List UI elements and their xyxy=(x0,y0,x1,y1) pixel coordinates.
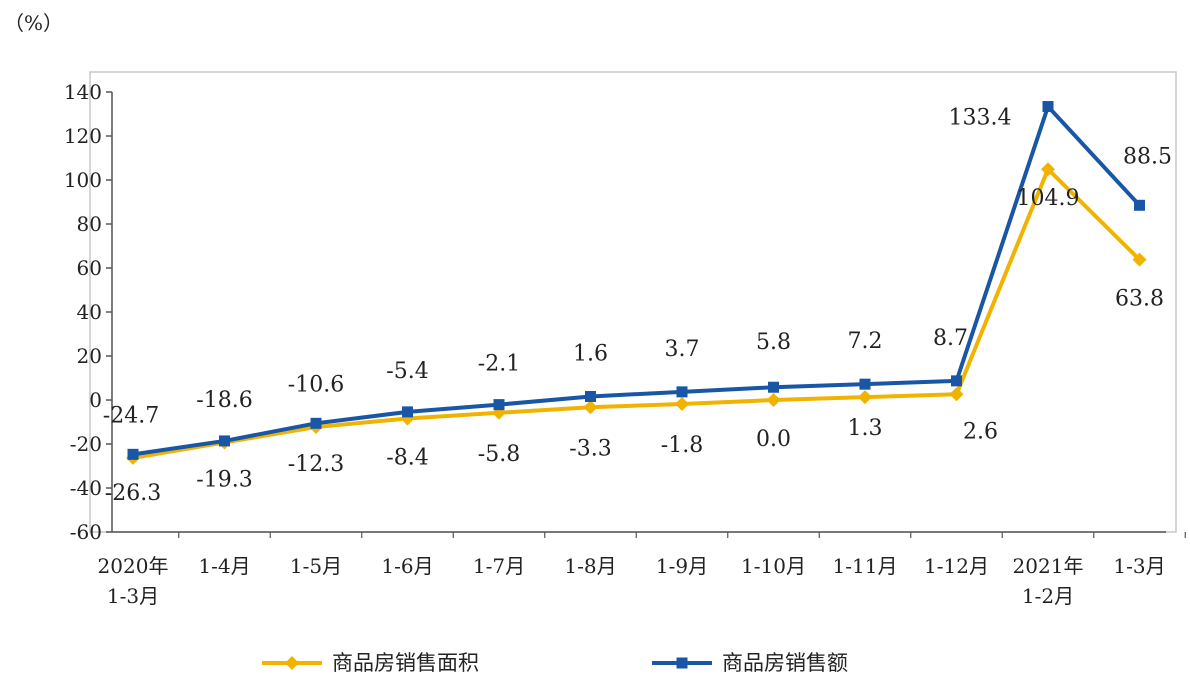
x-tick-label: 1-11月 xyxy=(833,554,898,578)
y-tick-label: 40 xyxy=(77,300,102,324)
data-point xyxy=(1134,199,1145,211)
data-label: 0.0 xyxy=(756,427,791,452)
data-point xyxy=(127,448,139,460)
data-point xyxy=(585,390,596,402)
x-tick-label: 2021年 xyxy=(1013,554,1084,578)
data-point xyxy=(951,375,962,387)
data-point xyxy=(402,406,413,418)
data-point xyxy=(858,390,872,405)
data-label: 133.4 xyxy=(949,106,1012,131)
axes: -60 -40 -20 0 20 40 60 80 100 120 140 2020年 1-3月 1-4月… xyxy=(64,80,1186,608)
y-tick-label: -60 xyxy=(70,520,102,544)
x-tick-label: 1-3月 xyxy=(1113,554,1165,578)
series-line-2 xyxy=(132,104,1141,457)
data-label: -5.4 xyxy=(386,359,428,384)
data-label: 88.5 xyxy=(1123,144,1172,169)
data-label: -5.8 xyxy=(478,442,520,467)
x-tick-label: 1-9月 xyxy=(656,554,708,578)
plot-area xyxy=(89,71,1177,533)
data-label: 2.6 xyxy=(963,419,998,444)
data-label: 5.8 xyxy=(756,330,791,355)
data-label: 63.8 xyxy=(1115,287,1164,312)
legend: 商品房销售面积 商品房销售额 xyxy=(262,651,848,675)
x-tick-label: 1-5月 xyxy=(290,554,342,578)
data-point xyxy=(949,387,964,402)
data-label: -26.3 xyxy=(105,481,161,506)
data-point xyxy=(1132,252,1147,267)
x-tick-label: 1-7月 xyxy=(473,554,525,578)
data-point xyxy=(676,386,688,398)
y-tick-label: 100 xyxy=(64,168,102,192)
data-point xyxy=(1041,162,1055,177)
x-tick-label: 2020年 xyxy=(98,554,169,578)
x-tick-label: 1-4月 xyxy=(198,554,250,578)
y-tick-label: -40 xyxy=(70,476,102,500)
legend-label: 商品房销售额 xyxy=(722,651,848,675)
x-tick-label: 1-3月 xyxy=(107,584,159,608)
data-point xyxy=(768,381,779,393)
data-label: -2.1 xyxy=(478,352,520,377)
data-label: -19.3 xyxy=(196,467,252,492)
data-label: 7.2 xyxy=(848,329,883,354)
data-point xyxy=(859,378,871,390)
y-tick-label: 120 xyxy=(64,124,102,148)
data-point xyxy=(493,399,505,411)
x-tick-label: 1-10月 xyxy=(741,554,806,578)
data-label: -1.8 xyxy=(661,433,703,458)
x-tick-label: 1-2月 xyxy=(1022,584,1074,608)
y-tick-label: 60 xyxy=(77,256,102,280)
data-point xyxy=(310,417,322,429)
y-tick-label: -20 xyxy=(70,432,102,456)
y-tick-label: 20 xyxy=(77,344,102,368)
data-label: 104.9 xyxy=(1017,186,1080,211)
data-label: -8.4 xyxy=(386,445,428,470)
data-label: -24.7 xyxy=(103,403,159,428)
data-point xyxy=(219,435,230,447)
data-point xyxy=(583,400,598,415)
data-point xyxy=(1042,101,1054,113)
data-label: -12.3 xyxy=(288,452,344,477)
data-labels: -24.7 -18.6 -10.6 -5.4 -2.1 1.6 3.7 5.8 7.2 8.7 13… xyxy=(103,106,1172,506)
data-label: -18.6 xyxy=(196,388,252,413)
data-point xyxy=(675,396,689,411)
data-label: 3.7 xyxy=(665,337,700,362)
data-label: 8.7 xyxy=(933,326,968,351)
x-tick-label: 1-12月 xyxy=(924,554,989,578)
y-tick-label: 80 xyxy=(77,212,102,236)
y-tick-label: 140 xyxy=(64,80,102,104)
y-tick-label: 0 xyxy=(89,388,102,412)
legend-marker xyxy=(676,657,688,669)
legend-marker xyxy=(285,656,299,670)
data-point xyxy=(766,393,781,407)
x-tick-label: 1-8月 xyxy=(564,554,616,578)
data-label: 1.6 xyxy=(573,341,608,366)
data-label: 1.3 xyxy=(848,416,883,441)
series-layer xyxy=(126,101,1147,465)
series-line-1 xyxy=(132,167,1141,460)
legend-label: 商品房销售面积 xyxy=(332,651,479,675)
x-tick-label: 1-6月 xyxy=(381,554,433,578)
y-unit-label: （%） xyxy=(4,11,63,35)
data-label: -10.6 xyxy=(288,372,344,397)
data-label: -3.3 xyxy=(569,436,611,461)
